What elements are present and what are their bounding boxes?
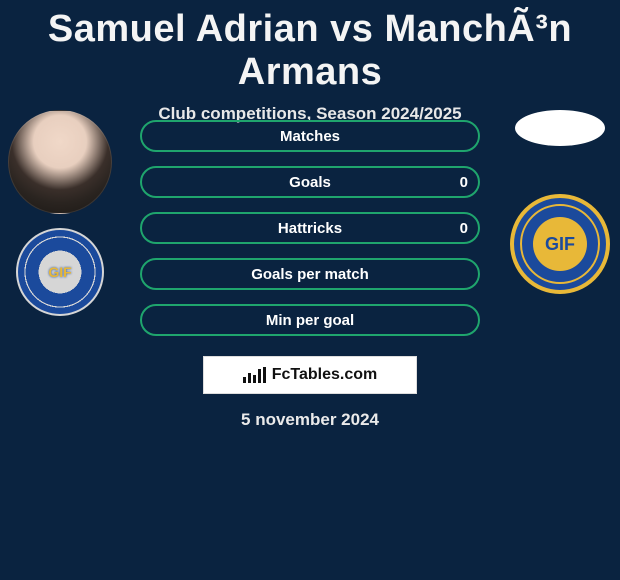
- stat-label: Goals: [289, 174, 331, 191]
- date-text: 5 november 2024: [0, 410, 620, 430]
- player-right-avatar: [515, 110, 605, 146]
- player-right-column: GIF: [500, 110, 620, 294]
- club-badge-text: GIF: [533, 217, 587, 271]
- stats-list: Matches Goals 0 Hattricks 0 Goals per ma…: [140, 120, 480, 336]
- stat-label: Matches: [280, 128, 340, 145]
- branding-text: FcTables.com: [272, 366, 378, 384]
- branding-box: FcTables.com: [203, 356, 417, 394]
- stat-label: Hattricks: [278, 220, 342, 237]
- player-left-column: GIF: [0, 110, 120, 316]
- player-left-avatar: [8, 110, 112, 214]
- stat-row-goals: Goals 0: [140, 166, 480, 198]
- stat-row-matches: Matches: [140, 120, 480, 152]
- branding-chart-icon: [243, 367, 266, 383]
- stat-row-goals-per-match: Goals per match: [140, 258, 480, 290]
- stat-row-min-per-goal: Min per goal: [140, 304, 480, 336]
- stat-label: Goals per match: [251, 266, 369, 283]
- stat-label: Min per goal: [266, 312, 354, 329]
- stat-right-value: 0: [460, 214, 468, 242]
- page-title: Samuel Adrian vs ManchÃ³n Armans: [0, 0, 620, 94]
- stat-row-hattricks: Hattricks 0: [140, 212, 480, 244]
- player-right-club-badge: GIF: [510, 194, 610, 294]
- comparison-card: Samuel Adrian vs ManchÃ³n Armans Club co…: [0, 0, 620, 580]
- club-badge-text: GIF: [48, 264, 71, 280]
- stat-right-value: 0: [460, 168, 468, 196]
- player-left-club-badge: GIF: [16, 228, 104, 316]
